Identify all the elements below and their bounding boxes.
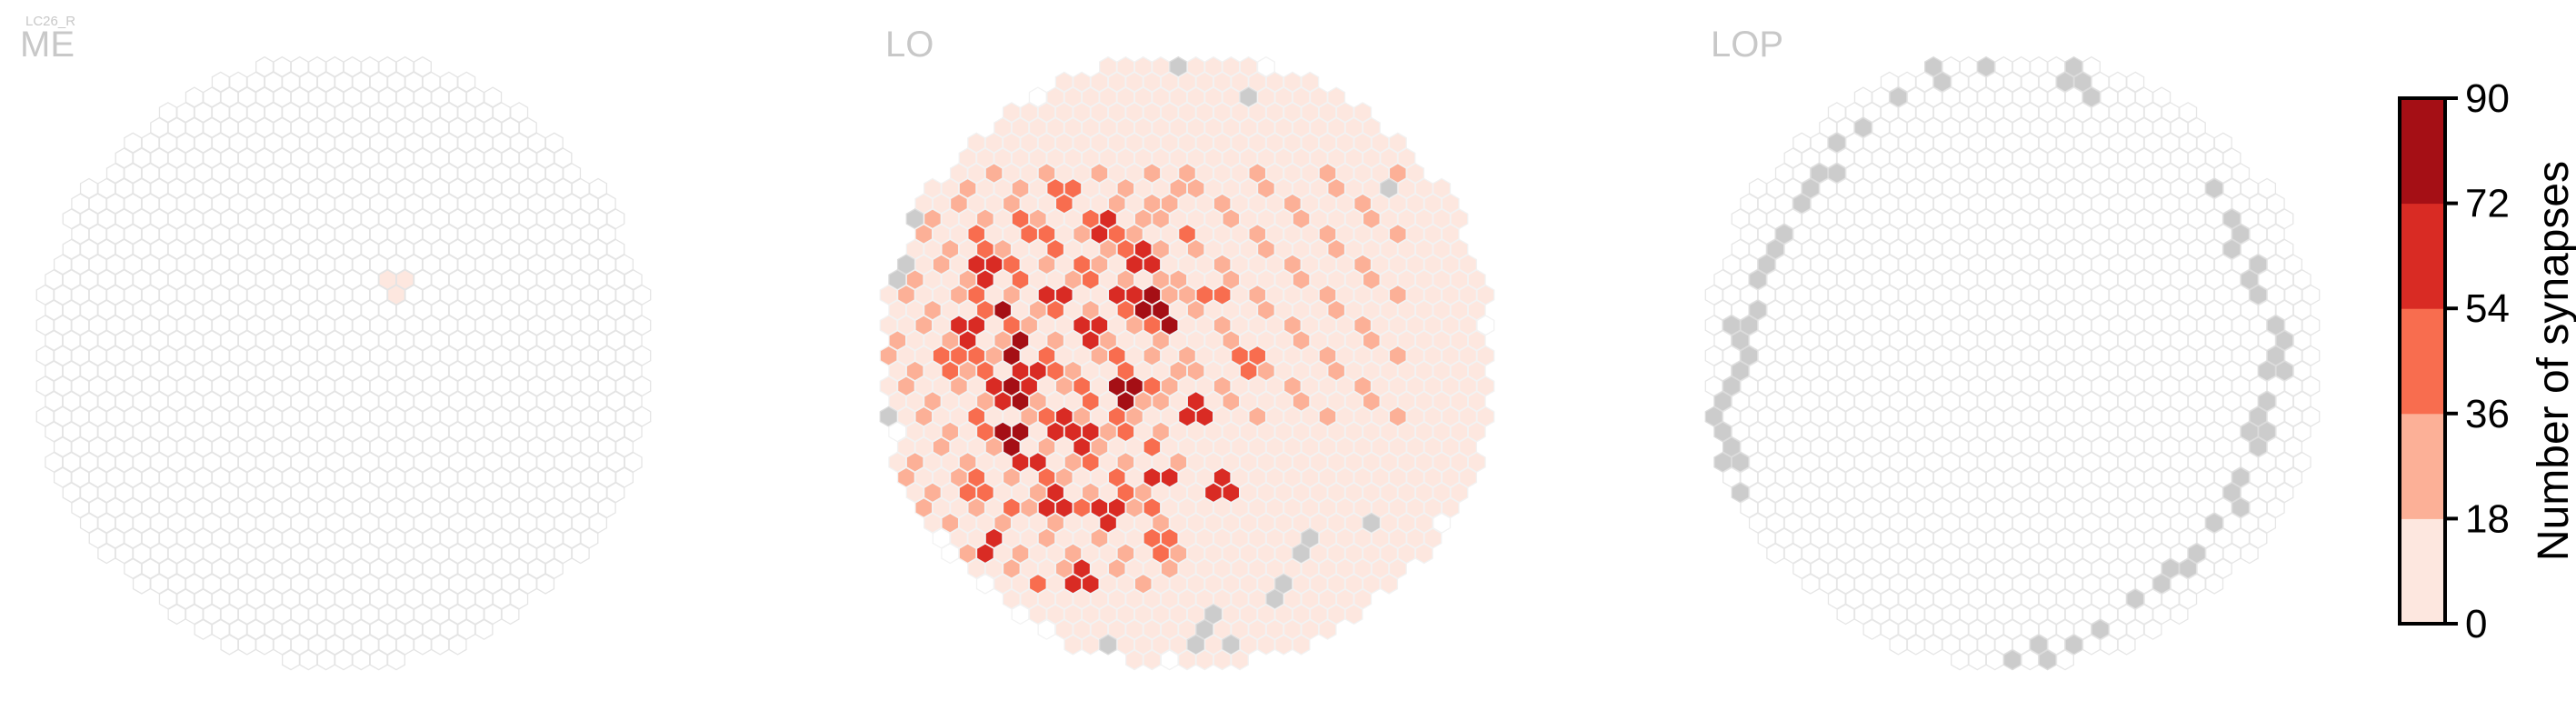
hex-cell bbox=[1256, 634, 1275, 656]
hex-cell bbox=[2143, 618, 2162, 640]
colorbar-bin bbox=[2400, 98, 2445, 205]
hex-cell bbox=[299, 649, 318, 671]
hex-cell bbox=[2240, 543, 2259, 565]
hex-cell bbox=[237, 634, 256, 656]
hex-cell bbox=[474, 618, 494, 640]
hex-cell bbox=[1924, 634, 1943, 656]
colorbar-tick-label: 90 bbox=[2465, 76, 2510, 121]
hex-cell bbox=[2170, 604, 2189, 626]
hex-cell-no-data bbox=[1099, 634, 1118, 656]
hex-cell bbox=[2100, 634, 2119, 656]
colorbar-bin bbox=[2400, 203, 2445, 309]
hex-cell bbox=[975, 573, 994, 595]
hex-cell bbox=[1344, 604, 1363, 626]
hex-cell bbox=[1889, 634, 1908, 656]
hex-cell-no-data bbox=[2002, 649, 2022, 671]
hex-cell bbox=[255, 634, 275, 656]
panel-lop: LOP bbox=[1704, 25, 2321, 671]
hex-cell bbox=[1177, 649, 1197, 671]
colorbar-tick-label: 36 bbox=[2465, 392, 2510, 436]
hex-cell bbox=[194, 618, 213, 640]
hex-cell bbox=[1292, 634, 1311, 656]
hex-cell bbox=[1213, 649, 1232, 671]
hex-cell bbox=[1766, 543, 1785, 565]
hex-cell bbox=[536, 573, 555, 595]
hex-cell bbox=[1063, 634, 1083, 656]
colorbar-label: Number of synapses bbox=[2530, 161, 2576, 561]
hex-cell bbox=[413, 634, 432, 656]
hex-cell bbox=[352, 649, 371, 671]
hex-cell bbox=[1951, 649, 1970, 671]
colorbar-ticks: 0 18 36 54 72 90 bbox=[2445, 76, 2510, 646]
hex-cell bbox=[1318, 618, 1337, 640]
hex-cell bbox=[1125, 649, 1144, 671]
hex-cell bbox=[1906, 634, 1925, 656]
hex-cell bbox=[1081, 634, 1100, 656]
colorbar-bin bbox=[2400, 413, 2445, 519]
hex-grid-lop bbox=[1704, 55, 2321, 671]
colorbar-tick-label: 72 bbox=[2465, 182, 2510, 226]
hex-cell bbox=[571, 543, 590, 565]
hex-cell bbox=[1230, 649, 1249, 671]
panel-me: ME bbox=[20, 25, 652, 671]
hex-cell bbox=[167, 604, 186, 626]
hex-cell bbox=[1195, 649, 1214, 671]
hex-cell bbox=[1968, 649, 1987, 671]
panel-lo: LO bbox=[879, 25, 1495, 671]
hex-cell bbox=[132, 573, 151, 595]
hex-cell bbox=[282, 649, 301, 671]
colorbar-bins bbox=[2400, 98, 2445, 625]
hex-cell bbox=[1380, 573, 1399, 595]
hex-cell-no-data bbox=[2038, 649, 2057, 671]
hex-grid-lo bbox=[879, 55, 1495, 671]
hex-cell bbox=[2082, 634, 2101, 656]
colorbar: 0 18 36 54 72 90 Number of synapses bbox=[2398, 76, 2576, 646]
colorbar-tick-label: 18 bbox=[2465, 496, 2510, 541]
panel-title-me: ME bbox=[20, 25, 75, 65]
colorbar-tick-label: 54 bbox=[2465, 286, 2510, 331]
hex-cell bbox=[369, 649, 388, 671]
hex-cell bbox=[2117, 634, 2136, 656]
hex-cell bbox=[2021, 649, 2040, 671]
hex-cell bbox=[1985, 649, 2004, 671]
hex-cell bbox=[1274, 634, 1293, 656]
hex-cell bbox=[1414, 543, 1433, 565]
hex-cell bbox=[1011, 604, 1030, 626]
panel-title-lo: LO bbox=[885, 25, 934, 65]
hex-cell bbox=[1037, 618, 1056, 640]
hex-cell bbox=[1862, 618, 1882, 640]
hex-cell bbox=[448, 634, 467, 656]
hex-cell bbox=[941, 543, 960, 565]
hex-cell bbox=[386, 649, 405, 671]
hex-cell bbox=[316, 649, 335, 671]
colorbar-bin bbox=[2400, 308, 2445, 415]
hex-cell bbox=[1801, 573, 1820, 595]
panel-title-lop: LOP bbox=[1711, 25, 1783, 65]
colorbar-frame bbox=[2398, 96, 2447, 626]
hex-cell bbox=[220, 634, 239, 656]
hex-cell bbox=[431, 634, 450, 656]
hex-cell bbox=[1160, 649, 1179, 671]
hex-cell bbox=[501, 604, 520, 626]
hex-cell bbox=[1143, 649, 1162, 671]
hex-cell bbox=[97, 543, 116, 565]
hex-cell bbox=[2055, 649, 2074, 671]
colorbar-tick-label: 0 bbox=[2465, 602, 2487, 646]
hex-cell bbox=[2205, 573, 2224, 595]
hex-grid-me bbox=[35, 55, 652, 671]
hex-cell bbox=[334, 649, 354, 671]
figure-label: LC26_R bbox=[25, 14, 75, 29]
colorbar-bin bbox=[2400, 518, 2445, 625]
hex-cell bbox=[1836, 604, 1855, 626]
